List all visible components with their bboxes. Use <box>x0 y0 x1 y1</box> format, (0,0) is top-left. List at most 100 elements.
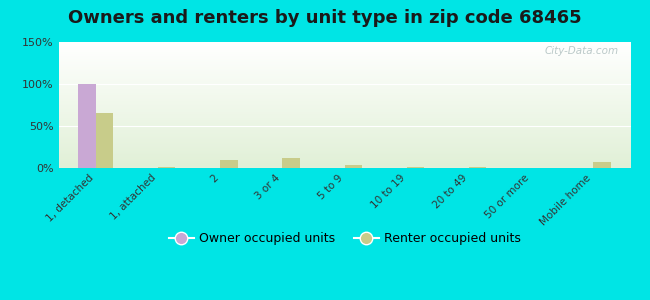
Bar <box>220 160 237 168</box>
Text: City-Data.com: City-Data.com <box>545 46 619 56</box>
Bar <box>58 74 630 75</box>
Bar <box>58 100 630 101</box>
Bar <box>58 79 630 80</box>
Bar <box>58 46 630 47</box>
Bar <box>58 55 630 56</box>
Bar <box>58 145 630 147</box>
Bar <box>58 66 630 67</box>
Bar <box>344 166 362 168</box>
Bar <box>58 110 630 111</box>
Bar <box>58 134 630 135</box>
Bar <box>58 129 630 130</box>
Bar <box>58 122 630 123</box>
Bar <box>58 90 630 91</box>
Bar <box>58 82 630 84</box>
Bar <box>58 81 630 82</box>
Bar <box>58 107 630 109</box>
Bar <box>58 148 630 149</box>
Bar <box>58 125 630 126</box>
Bar <box>58 76 630 77</box>
Bar <box>58 128 630 129</box>
Bar <box>58 144 630 145</box>
Bar <box>58 158 630 159</box>
Legend: Owner occupied units, Renter occupied units: Owner occupied units, Renter occupied un… <box>164 227 525 250</box>
Text: Owners and renters by unit type in zip code 68465: Owners and renters by unit type in zip c… <box>68 9 582 27</box>
Bar <box>58 120 630 122</box>
Bar <box>58 50 630 51</box>
Bar <box>58 142 630 143</box>
Bar <box>469 167 486 168</box>
Bar <box>58 153 630 154</box>
Bar <box>58 48 630 50</box>
Bar <box>58 160 630 162</box>
Bar <box>58 140 630 142</box>
Bar <box>58 67 630 68</box>
Bar <box>96 113 113 168</box>
Bar <box>58 149 630 150</box>
Bar <box>58 99 630 100</box>
Bar <box>58 65 630 66</box>
Bar <box>58 131 630 133</box>
Bar <box>58 104 630 105</box>
Bar <box>58 98 630 99</box>
Bar <box>593 162 610 168</box>
Bar <box>58 124 630 125</box>
Bar <box>58 112 630 114</box>
Bar <box>58 116 630 118</box>
Bar <box>58 84 630 85</box>
Bar <box>58 75 630 76</box>
Bar <box>58 143 630 144</box>
Bar <box>58 72 630 74</box>
Bar <box>58 103 630 104</box>
Bar <box>58 51 630 52</box>
Bar <box>58 139 630 140</box>
Bar <box>407 167 424 168</box>
Bar <box>58 114 630 115</box>
Bar <box>58 109 630 110</box>
Bar <box>58 126 630 128</box>
Bar <box>58 157 630 158</box>
Bar <box>58 86 630 87</box>
Bar <box>58 77 630 79</box>
Bar <box>58 130 630 131</box>
Bar <box>58 123 630 124</box>
Bar <box>58 96 630 98</box>
Bar <box>58 70 630 71</box>
Bar <box>58 147 630 148</box>
Bar <box>58 68 630 70</box>
Bar <box>58 61 630 62</box>
Bar <box>58 106 630 107</box>
Bar <box>58 43 630 44</box>
Bar <box>58 159 630 160</box>
Bar <box>58 53 630 55</box>
Bar <box>58 62 630 63</box>
Bar <box>58 71 630 72</box>
Bar <box>79 84 96 168</box>
Bar <box>58 85 630 86</box>
Bar <box>58 133 630 134</box>
Bar <box>58 58 630 60</box>
Bar <box>58 167 630 168</box>
Bar <box>58 118 630 119</box>
Bar <box>58 57 630 58</box>
Bar <box>58 166 630 167</box>
Bar <box>58 92 630 94</box>
Bar <box>158 167 176 168</box>
Bar <box>58 42 630 43</box>
Bar <box>58 80 630 81</box>
Bar <box>58 94 630 95</box>
Bar <box>58 63 630 65</box>
Bar <box>58 150 630 152</box>
Bar <box>58 119 630 120</box>
Bar <box>58 111 630 112</box>
Bar <box>58 135 630 136</box>
Bar <box>58 164 630 166</box>
Bar <box>58 44 630 46</box>
Bar <box>58 52 630 53</box>
Bar <box>58 88 630 90</box>
Bar <box>58 60 630 61</box>
Bar <box>282 158 300 168</box>
Bar <box>58 87 630 88</box>
Bar <box>58 154 630 155</box>
Bar <box>58 162 630 163</box>
